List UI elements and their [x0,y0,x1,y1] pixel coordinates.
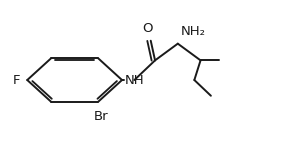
Text: NH₂: NH₂ [181,25,206,38]
Text: O: O [143,22,153,35]
Text: F: F [12,73,20,87]
Text: Br: Br [94,110,108,123]
Text: NH: NH [125,73,144,87]
